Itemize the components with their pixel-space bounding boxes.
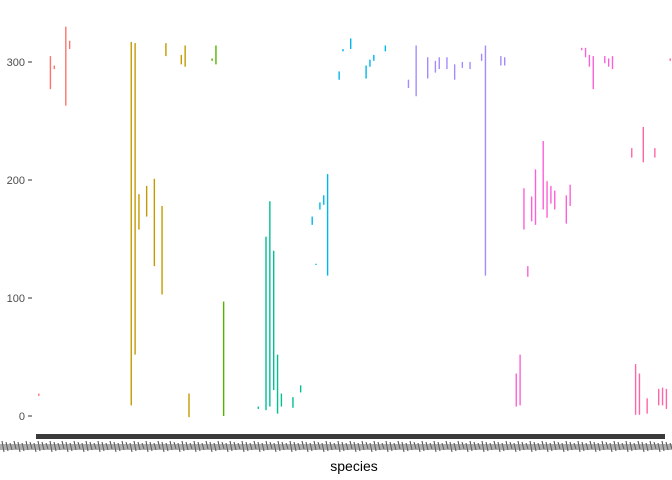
x-axis-title: species xyxy=(330,458,377,474)
plot-panel xyxy=(38,26,671,418)
y-tick-label: 300 xyxy=(7,57,25,69)
y-tick-label: 100 xyxy=(7,293,25,305)
x-axis xyxy=(0,434,672,453)
y-tick-label: 200 xyxy=(7,175,25,187)
y-axis: 0 100 200 300 xyxy=(7,57,32,423)
y-tick-label: 0 xyxy=(19,411,25,423)
x-tick-label-band xyxy=(36,434,665,439)
x-tick-label-smear xyxy=(0,444,672,450)
